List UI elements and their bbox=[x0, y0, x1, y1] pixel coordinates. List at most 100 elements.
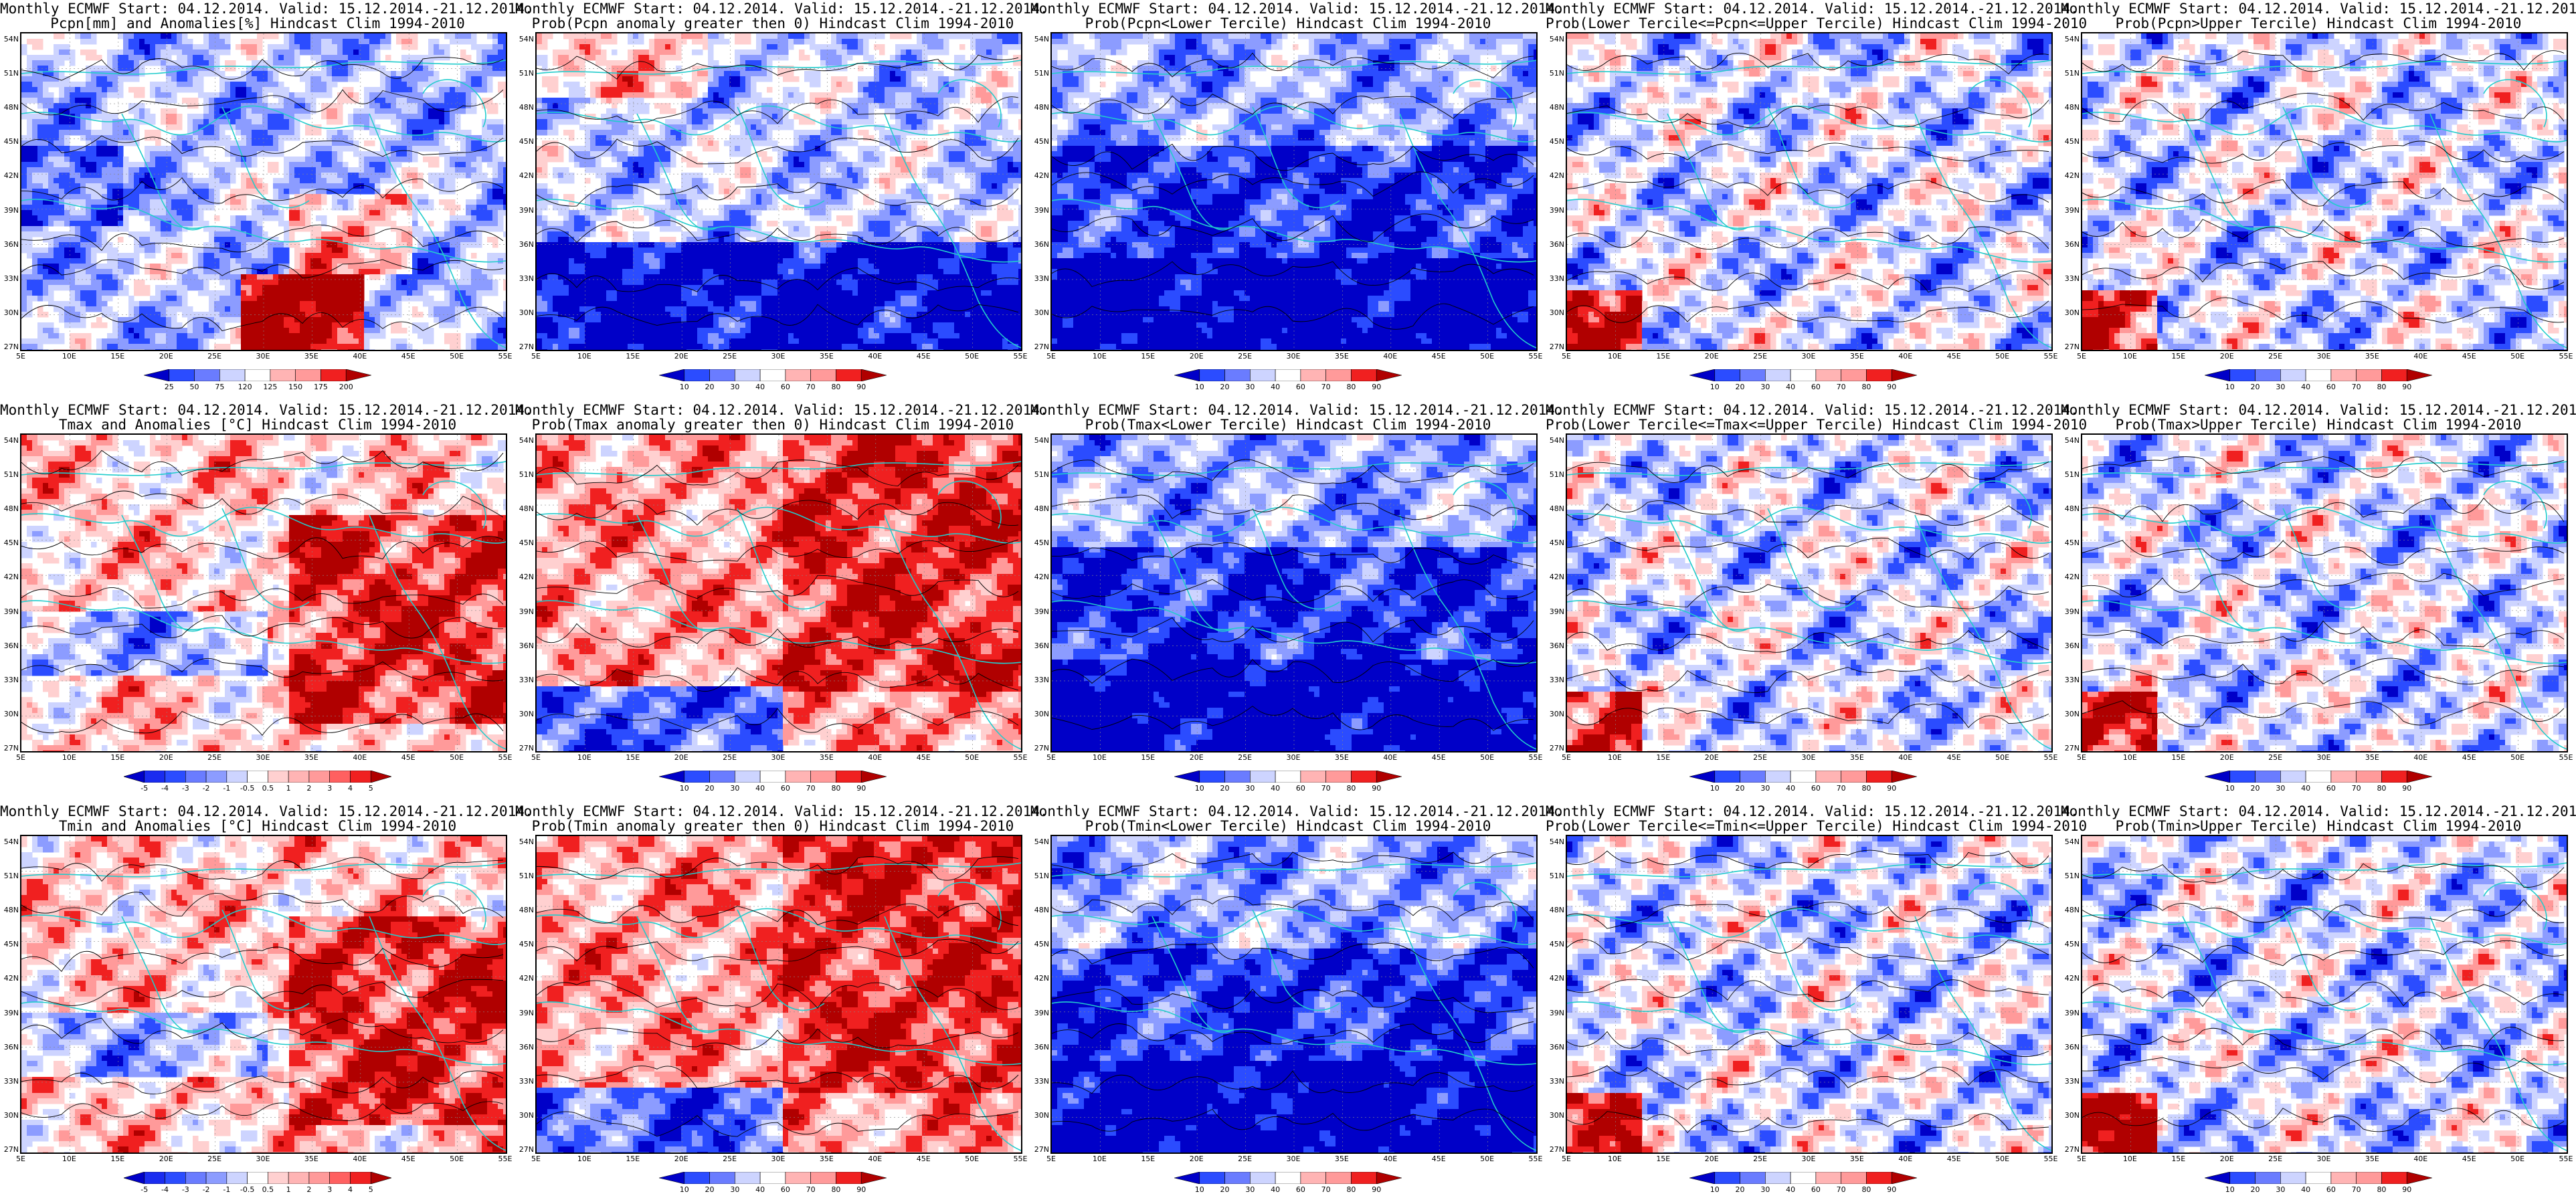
latitude-label: 39N bbox=[1547, 206, 1564, 215]
latitude-label: 27N bbox=[2062, 744, 2080, 752]
latitude-label: 42N bbox=[517, 171, 534, 180]
latitude-label: 30N bbox=[2062, 308, 2080, 317]
colorbar-segment bbox=[1225, 771, 1251, 783]
longitude-label: 45E bbox=[910, 1155, 937, 1163]
colorbar-segment bbox=[185, 771, 206, 783]
latitude-label: 36N bbox=[2062, 240, 2080, 249]
longitude-label: 45E bbox=[2456, 352, 2482, 361]
map-canvas bbox=[1052, 836, 1536, 1152]
longitude-label: 10E bbox=[1086, 1155, 1113, 1163]
colorbar-tick-label: 70 bbox=[2343, 784, 2370, 793]
colorbar-tick-label: 90 bbox=[1363, 1185, 1390, 1194]
latitude-label: 48N bbox=[1032, 103, 1049, 112]
longitude-label: 5E bbox=[2068, 753, 2095, 762]
latitude-label: 36N bbox=[1032, 240, 1049, 249]
latitude-label: 45N bbox=[1, 538, 19, 547]
latitude-label: 45N bbox=[2062, 940, 2080, 948]
latitude-label: 45N bbox=[517, 940, 534, 948]
latitude-label: 30N bbox=[517, 1111, 534, 1120]
colorbar-segment bbox=[1715, 369, 1740, 381]
longitude-label: 45E bbox=[395, 1155, 422, 1163]
longitude-label: 40E bbox=[2407, 1155, 2434, 1163]
colorbar-segment bbox=[350, 1172, 371, 1184]
longitude-label: 25E bbox=[1747, 352, 1774, 361]
colorbar-tick-label: 60 bbox=[772, 784, 799, 793]
longitude-label: 55E bbox=[1007, 1155, 1034, 1163]
longitude-label: 30E bbox=[2310, 352, 2337, 361]
latitude-label: 27N bbox=[517, 342, 534, 351]
latitude-label: 30N bbox=[517, 308, 534, 317]
colorbar-segment bbox=[2331, 771, 2357, 783]
colorbar bbox=[1689, 369, 1917, 381]
colorbar-segment bbox=[206, 1172, 227, 1184]
colorbar-segment bbox=[1740, 771, 1766, 783]
longitude-label: 50E bbox=[1989, 1155, 2016, 1163]
longitude-label: 40E bbox=[862, 753, 889, 762]
longitude-label: 5E bbox=[523, 352, 549, 361]
colorbar-tick-label: 60 bbox=[1803, 383, 1829, 391]
colorbar-segment bbox=[684, 1172, 710, 1184]
latitude-label: 42N bbox=[1547, 171, 1564, 180]
colorbar-segment bbox=[371, 1172, 391, 1184]
latitude-label: 27N bbox=[1032, 342, 1049, 351]
latitude-label: 51N bbox=[1032, 872, 1049, 880]
map-panel: Monthly ECMWF Start: 04.12.2014. Valid: … bbox=[515, 0, 1030, 401]
latitude-label: 48N bbox=[1547, 504, 1564, 513]
latitude-label: 51N bbox=[1547, 470, 1564, 479]
latitude-label: 54N bbox=[1547, 35, 1564, 43]
colorbar-segment bbox=[195, 369, 220, 381]
latitude-label: 36N bbox=[517, 1043, 534, 1051]
latitude-label: 30N bbox=[1547, 710, 1564, 718]
panel-title-line1: Monthly ECMWF Start: 04.12.2014. Valid: … bbox=[2061, 1, 2576, 16]
latitude-label: 39N bbox=[1547, 1009, 1564, 1017]
map-panel: Monthly ECMWF Start: 04.12.2014. Valid: … bbox=[515, 401, 1030, 803]
longitude-label: 50E bbox=[2504, 1155, 2531, 1163]
colorbar-segment bbox=[245, 369, 270, 381]
colorbar-segment bbox=[1841, 369, 1867, 381]
colorbar-segment bbox=[2407, 369, 2432, 381]
colorbar-segment bbox=[2381, 1172, 2407, 1184]
colorbar-tick-label: 20 bbox=[697, 383, 723, 391]
latitude-label: 36N bbox=[1547, 641, 1564, 650]
longitude-label: 30E bbox=[2310, 1155, 2337, 1163]
latitude-label: 36N bbox=[1547, 1043, 1564, 1051]
panel-title-line1: Monthly ECMWF Start: 04.12.2014. Valid: … bbox=[2061, 403, 2576, 417]
latitude-label: 54N bbox=[1032, 436, 1049, 445]
colorbar bbox=[659, 771, 887, 783]
colorbar-tick-label: 40 bbox=[1262, 383, 1289, 391]
longitude-label: 35E bbox=[2359, 352, 2385, 361]
latitude-label: 51N bbox=[1, 872, 19, 880]
panel-title-line1: Monthly ECMWF Start: 04.12.2014. Valid: … bbox=[0, 804, 515, 819]
longitude-label: 35E bbox=[1843, 352, 1870, 361]
colorbar-segment bbox=[786, 1172, 811, 1184]
latitude-label: 42N bbox=[1547, 974, 1564, 983]
colorbar-segment bbox=[350, 771, 371, 783]
colorbar-tick-label: 70 bbox=[798, 383, 824, 391]
colorbar-segment bbox=[861, 771, 887, 783]
colorbar-tick-label: 90 bbox=[1363, 383, 1390, 391]
longitude-label: 10E bbox=[1601, 1155, 1628, 1163]
colorbar-tick-label: 80 bbox=[1853, 383, 1879, 391]
longitude-label: 10E bbox=[1086, 753, 1113, 762]
longitude-label: 30E bbox=[1280, 352, 1307, 361]
latitude-label: 39N bbox=[517, 607, 534, 616]
longitude-label: 15E bbox=[620, 352, 646, 361]
colorbar-tick-label: 10 bbox=[671, 784, 698, 793]
latitude-label: 30N bbox=[2062, 1111, 2080, 1120]
latitude-label: 45N bbox=[1032, 137, 1049, 146]
longitude-label: 10E bbox=[2116, 753, 2143, 762]
longitude-label: 55E bbox=[2037, 753, 2064, 762]
longitude-label: 30E bbox=[250, 753, 276, 762]
colorbar bbox=[2205, 1172, 2432, 1184]
map-panel: Monthly ECMWF Start: 04.12.2014. Valid: … bbox=[2061, 803, 2576, 1204]
colorbar-tick-label: 90 bbox=[2393, 784, 2420, 793]
colorbar-tick-label: 70 bbox=[1828, 383, 1855, 391]
longitude-label: 45E bbox=[395, 352, 422, 361]
latitude-label: 51N bbox=[2062, 872, 2080, 880]
colorbar-segment bbox=[1892, 771, 1917, 783]
colorbar-tick-label: 40 bbox=[2292, 784, 2319, 793]
colorbar-segment bbox=[786, 369, 811, 381]
latitude-label: 27N bbox=[1547, 342, 1564, 351]
latitude-label: 54N bbox=[1, 436, 19, 445]
colorbar-tick-label: 5 bbox=[357, 784, 384, 793]
